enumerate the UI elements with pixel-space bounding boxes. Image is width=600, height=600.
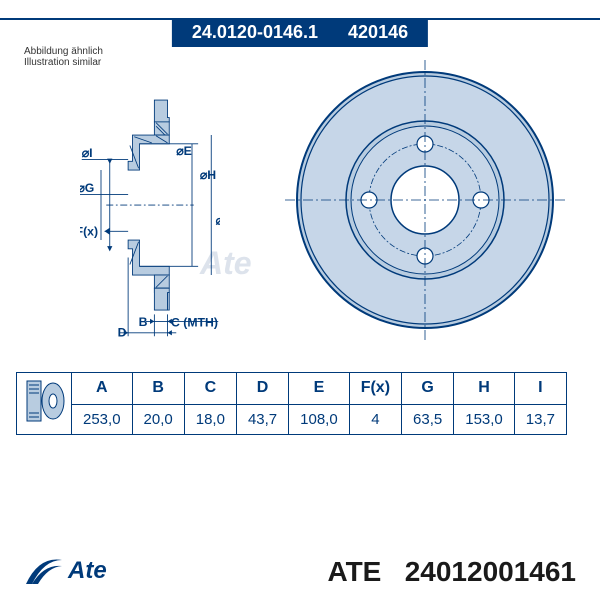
svg-text:C (MTH): C (MTH) bbox=[171, 316, 218, 330]
val-C: 18,0 bbox=[184, 404, 236, 434]
front-face-view bbox=[280, 55, 570, 345]
side-cross-section: ⌀I ⌀G ⌀E ⌀H ⌀A F(x) bbox=[80, 65, 220, 345]
footer-label: ATE 24012001461 bbox=[327, 556, 576, 588]
alt-number: 420146 bbox=[348, 22, 408, 42]
svg-text:⌀I: ⌀I bbox=[82, 146, 93, 160]
col-D: D bbox=[236, 373, 288, 405]
col-H: H bbox=[454, 373, 515, 405]
svg-text:⌀A: ⌀A bbox=[216, 213, 220, 227]
val-F: 4 bbox=[349, 404, 401, 434]
val-E: 108,0 bbox=[289, 404, 350, 434]
col-E: E bbox=[289, 373, 350, 405]
dimension-table: A B C D E F(x) G H I 253,0 20,0 18,0 43,… bbox=[16, 372, 567, 435]
col-I: I bbox=[514, 373, 566, 405]
val-I: 13,7 bbox=[514, 404, 566, 434]
disc-icon bbox=[21, 375, 67, 427]
table-header-row: A B C D E F(x) G H I bbox=[17, 373, 567, 405]
col-B: B bbox=[132, 373, 184, 405]
svg-text:⌀G: ⌀G bbox=[80, 181, 94, 195]
val-A: 253,0 bbox=[72, 404, 133, 434]
svg-text:⌀E: ⌀E bbox=[176, 144, 192, 158]
brand-logo: Ate bbox=[24, 554, 107, 588]
part-number: 24.0120-0146.1 bbox=[192, 22, 318, 42]
footer: Ate ATE 24012001461 bbox=[0, 554, 600, 588]
footer-brand: ATE bbox=[327, 556, 381, 587]
col-C: C bbox=[184, 373, 236, 405]
col-A: A bbox=[72, 373, 133, 405]
col-G: G bbox=[402, 373, 454, 405]
header-bar: 24.0120-0146.1 420146 bbox=[172, 18, 428, 47]
table-icon-cell bbox=[17, 373, 72, 435]
svg-text:B: B bbox=[139, 315, 148, 329]
val-D: 43,7 bbox=[236, 404, 288, 434]
val-H: 153,0 bbox=[454, 404, 515, 434]
svg-text:D: D bbox=[118, 325, 127, 339]
diagram-page: 24.0120-0146.1 420146 Abbildung ähnlich … bbox=[0, 0, 600, 600]
val-G: 63,5 bbox=[402, 404, 454, 434]
diagram-area: Ate bbox=[20, 45, 580, 365]
ate-swoosh-icon bbox=[24, 554, 64, 588]
svg-text:F(x): F(x) bbox=[80, 225, 98, 239]
footer-sku: 24012001461 bbox=[405, 556, 576, 587]
val-B: 20,0 bbox=[132, 404, 184, 434]
table-value-row: 253,0 20,0 18,0 43,7 108,0 4 63,5 153,0 … bbox=[17, 404, 567, 434]
col-F: F(x) bbox=[349, 373, 401, 405]
svg-text:⌀H: ⌀H bbox=[200, 168, 216, 182]
logo-text: Ate bbox=[68, 557, 107, 585]
